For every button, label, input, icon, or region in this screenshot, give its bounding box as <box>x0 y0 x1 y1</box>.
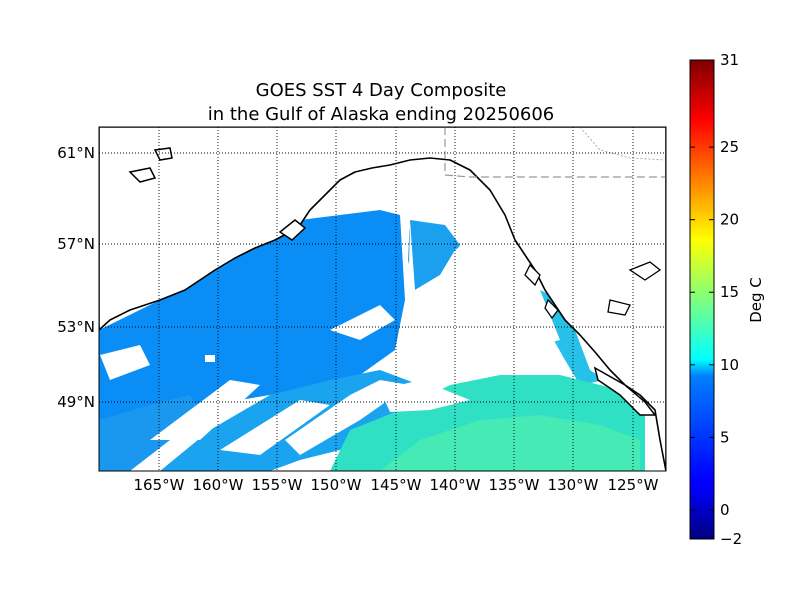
colorbar-tick-label: 20 <box>720 211 739 229</box>
lon-label: 140°W <box>430 476 481 494</box>
lat-label: 53°N <box>57 318 95 336</box>
map-frame <box>98 126 667 472</box>
lon-label: 125°W <box>608 476 659 494</box>
lat-label: 61°N <box>57 144 95 162</box>
colorbar: 31 25 20 15 10 5 0 −2 Deg C <box>689 51 765 548</box>
lat-label: 57°N <box>57 235 95 253</box>
map-title-line1: GOES SST 4 Day Composite <box>255 80 507 101</box>
colorbar-tick-label: 31 <box>720 51 739 69</box>
colorbar-tick-label: 0 <box>720 501 730 519</box>
border-line <box>444 127 666 178</box>
colorbar-tick-label: 5 <box>720 428 730 446</box>
colorbar-tick-label: 10 <box>720 356 739 374</box>
lon-label: 145°W <box>371 476 422 494</box>
coastline <box>99 127 666 471</box>
lon-label: 160°W <box>193 476 244 494</box>
lon-label: 135°W <box>489 476 540 494</box>
lon-label: 155°W <box>252 476 303 494</box>
colorbar-label: Deg C <box>747 277 765 323</box>
lon-label: 165°W <box>134 476 185 494</box>
sst-region-cold <box>99 210 405 430</box>
colorbar-gradient <box>689 59 715 540</box>
graticule <box>99 127 666 471</box>
colorbar-tick-label: 25 <box>720 138 739 156</box>
lat-label: 49°N <box>57 393 95 411</box>
lon-label: 150°W <box>311 476 362 494</box>
map-title-line2: in the Gulf of Alaska ending 20250606 <box>207 104 555 125</box>
colorbar-tick-label: 15 <box>720 283 739 301</box>
colorbar-tick-label: −2 <box>720 530 742 548</box>
lon-label: 130°W <box>548 476 599 494</box>
